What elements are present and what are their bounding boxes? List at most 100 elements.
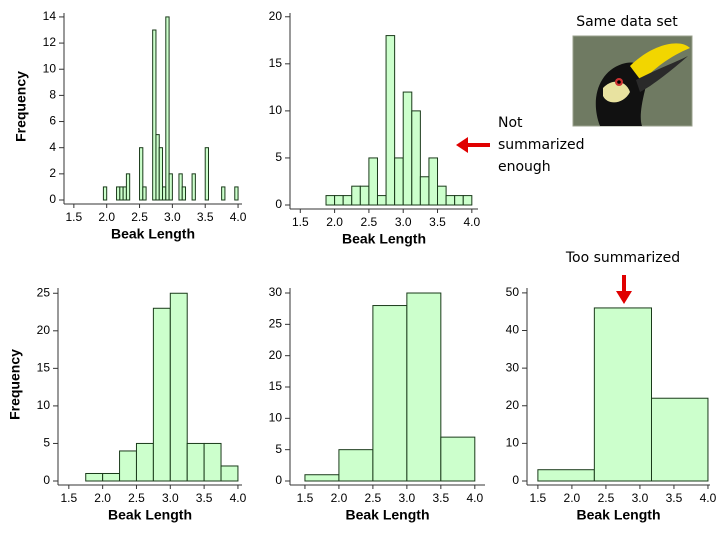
y-tick-label: 0 [275,473,282,487]
annotation-line: enough [498,159,551,175]
y-axis-label: Frequency [13,71,29,142]
bar [203,442,222,482]
x-tick-label: 1.5 [292,215,309,229]
bar [125,173,131,201]
y-tick-label: 15 [269,56,283,70]
x-tick-label: 4.0 [230,491,247,505]
x-tick-label: 1.5 [297,491,314,505]
annotation: Same data set [576,14,678,30]
bar [304,474,340,482]
x-tick-label: 2.5 [365,491,382,505]
bar [376,195,387,206]
bar [338,449,374,482]
x-axis-label: Beak Length [576,507,660,523]
bar [342,195,353,206]
x-tick-label: 3.5 [197,210,214,224]
bar [394,157,404,206]
bar [593,307,652,482]
bar [168,173,173,201]
x-axis-label: Beak Length [345,507,429,523]
bar [437,185,447,206]
x-tick-label: 3.5 [429,215,446,229]
histogram-chart: 0 2 4 6 8 10 12 14 1.5 2.0 2.5 3.0 3.5 4.0 Beak Length… [13,9,247,242]
x-tick-label: 3.5 [432,491,449,505]
bar [445,195,456,206]
bar [234,186,239,201]
y-tick-label: 20 [37,323,51,337]
x-tick-label: 2.0 [331,491,348,505]
histogram-chart: 0 5 10 15 20 1.5 2.0 2.5 3.0 3.5 4.0 Beak Length [269,9,481,247]
bar [152,29,157,201]
bar [135,442,154,482]
x-tick-label: 2.0 [326,215,343,229]
bar [325,195,336,206]
bar [152,307,171,482]
x-tick-label: 3.0 [164,210,181,224]
y-tick-label: 10 [43,61,57,75]
bar [419,176,430,206]
x-tick-label: 4.0 [700,491,717,505]
x-tick-label: 2.5 [131,210,148,224]
bar [372,305,408,482]
x-tick-label: 2.0 [94,491,111,505]
bar [169,292,188,482]
bar [221,186,226,201]
histogram-chart: 0 10 20 30 40 50 1.5 2.0 2.5 3.0 3.5 4.0 Beak Length [506,285,717,523]
y-tick-label: 12 [43,35,57,49]
y-tick-label: 0 [43,473,50,487]
y-tick-label: 6 [49,114,56,128]
x-tick-label: 2.0 [98,210,115,224]
y-tick-label: 5 [275,442,282,456]
y-tick-label: 15 [269,379,283,393]
y-tick-label: 30 [506,360,520,374]
bar [428,157,439,206]
bar [385,35,396,206]
bar [406,292,442,482]
bar [142,186,147,201]
bar [220,465,239,482]
y-tick-label: 30 [269,285,283,299]
y-tick-label: 4 [49,140,56,154]
annotation-line: Not [498,115,523,131]
y-tick-label: 20 [269,9,283,23]
bar [158,147,164,201]
y-tick-label: 10 [37,398,51,412]
y-tick-label: 2 [49,166,56,180]
x-tick-label: 4.0 [230,210,247,224]
y-tick-label: 50 [506,285,520,299]
x-tick-label: 4.0 [466,491,483,505]
bar [402,91,413,206]
bar [440,436,476,482]
annotation-line: summarized [498,137,585,153]
bar [368,157,378,206]
x-axis-label: Beak Length [342,231,426,247]
y-tick-label: 0 [512,473,519,487]
y-tick-label: 0 [275,197,282,211]
bar [351,185,361,206]
x-tick-label: 3.0 [395,215,412,229]
x-axis-label: Beak Length [111,226,195,242]
x-tick-label: 2.5 [361,215,378,229]
bar [204,147,210,201]
y-tick-label: 5 [43,436,50,450]
y-tick-label: 5 [275,150,282,164]
y-tick-label: 10 [269,103,283,117]
y-tick-label: 25 [37,285,51,299]
x-tick-label: 1.5 [530,491,547,505]
annotation: Too summarized [565,250,680,266]
bar [454,195,464,206]
bar [181,186,187,201]
left-arrow [456,137,490,153]
x-tick-label: 3.5 [666,491,683,505]
toucan-photo [572,35,693,127]
y-tick-label: 0 [49,192,56,206]
x-tick-label: 4.0 [463,215,480,229]
y-tick-label: 10 [269,411,283,425]
y-tick-label: 15 [37,361,51,375]
bar [650,397,709,482]
y-axis-label: Frequency [7,349,23,420]
y-tick-label: 20 [269,348,283,362]
x-tick-label: 3.0 [162,491,179,505]
bar [537,469,595,482]
